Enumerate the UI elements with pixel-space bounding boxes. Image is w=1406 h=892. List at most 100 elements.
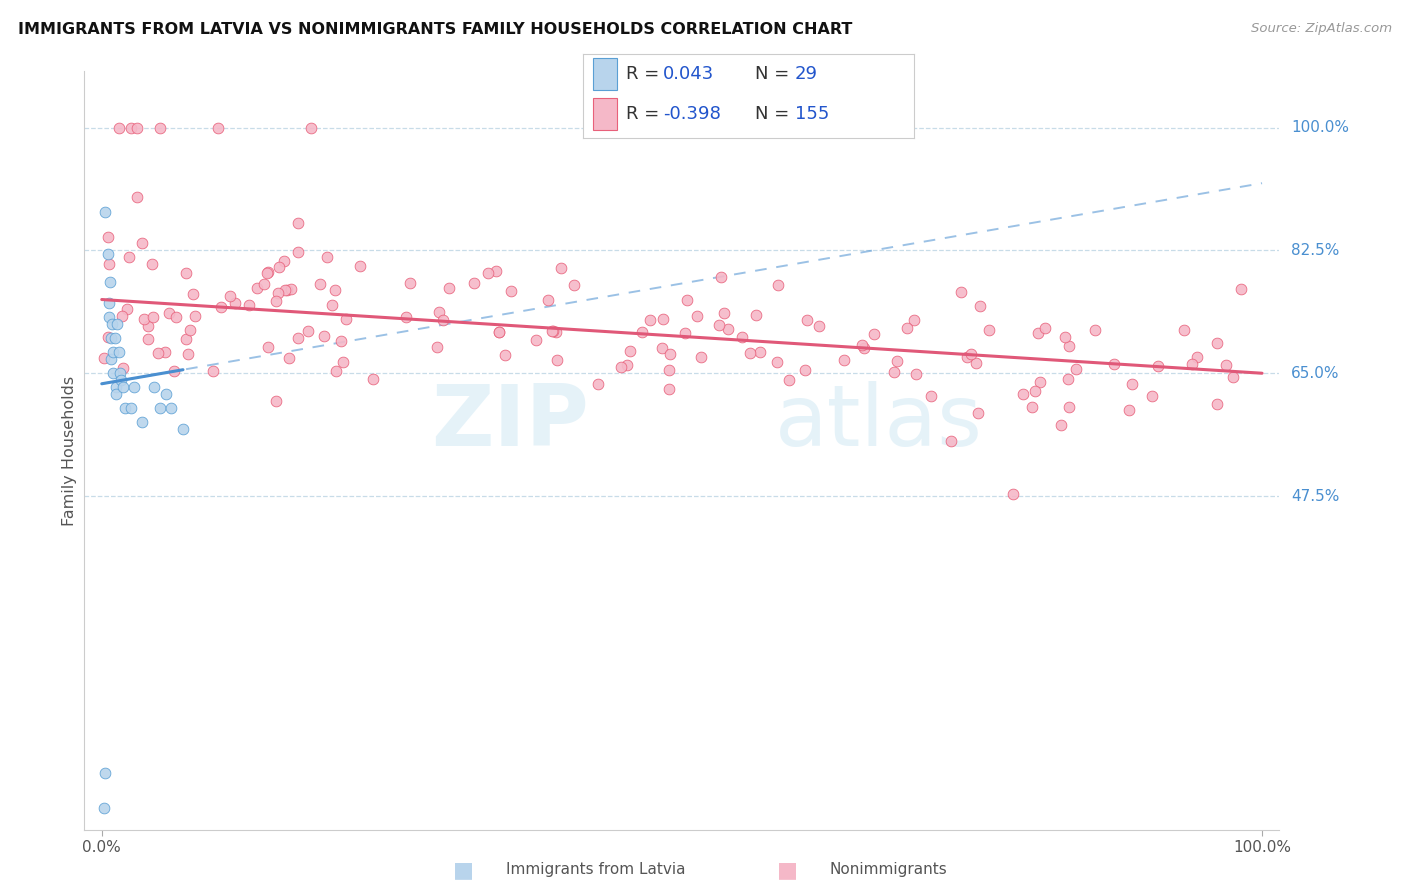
Point <box>115 301 138 316</box>
Text: R =: R = <box>627 65 659 83</box>
Point <box>94 204 117 219</box>
Point <box>264 394 287 409</box>
Point <box>969 300 991 314</box>
Point <box>1057 372 1080 386</box>
Point <box>537 293 560 307</box>
Point <box>1222 369 1244 384</box>
Point <box>163 364 186 378</box>
Point <box>485 264 508 278</box>
Point <box>1026 326 1049 340</box>
Point <box>280 282 302 296</box>
Point <box>104 380 127 394</box>
Point <box>685 309 707 323</box>
Point <box>689 350 711 364</box>
Point <box>277 351 299 365</box>
Text: 100.0%: 100.0% <box>1291 120 1350 135</box>
Point <box>219 288 242 302</box>
Point <box>105 317 128 331</box>
Point <box>97 247 120 261</box>
Point <box>108 345 131 359</box>
Point <box>1206 397 1229 411</box>
Point <box>153 345 176 359</box>
Point <box>266 293 288 308</box>
Point <box>766 355 789 369</box>
Point <box>136 332 159 346</box>
Point <box>658 382 681 396</box>
Text: ZIP: ZIP <box>432 381 589 464</box>
Point <box>1215 358 1237 372</box>
Point <box>179 322 201 336</box>
Point <box>276 283 298 297</box>
Point <box>238 298 260 312</box>
Point <box>201 364 224 378</box>
Point <box>267 285 290 300</box>
Point <box>122 380 145 394</box>
Point <box>131 416 153 430</box>
Text: 0.043: 0.043 <box>662 65 714 83</box>
Point <box>349 259 371 273</box>
Point <box>658 363 681 377</box>
Point <box>439 280 461 294</box>
Text: 155: 155 <box>794 104 830 123</box>
Point <box>717 322 740 336</box>
Point <box>325 364 347 378</box>
Point <box>713 306 735 320</box>
Text: atlas: atlas <box>775 381 983 464</box>
Point <box>253 277 276 291</box>
Point <box>273 254 295 268</box>
Point <box>142 310 165 325</box>
Point <box>731 329 754 343</box>
Point <box>395 310 418 325</box>
Text: 29: 29 <box>794 65 818 83</box>
Point <box>501 285 523 299</box>
Point <box>111 380 134 394</box>
Point <box>94 766 117 780</box>
Point <box>546 326 568 340</box>
Point <box>1230 282 1253 296</box>
Point <box>120 401 142 416</box>
Point <box>112 360 135 375</box>
Point <box>93 351 115 365</box>
Point <box>1102 357 1125 371</box>
Point <box>97 230 120 244</box>
Point <box>832 353 855 368</box>
Point <box>886 354 908 368</box>
Point <box>651 312 673 326</box>
Point <box>1011 387 1033 401</box>
Point <box>297 325 319 339</box>
Point <box>1057 400 1080 414</box>
Point <box>673 326 696 341</box>
Point <box>707 318 730 332</box>
Text: 82.5%: 82.5% <box>1291 243 1340 258</box>
Text: ■: ■ <box>454 860 474 880</box>
Point <box>659 346 682 360</box>
Point <box>1140 389 1163 403</box>
Text: Source: ZipAtlas.com: Source: ZipAtlas.com <box>1251 22 1392 36</box>
Text: N =: N = <box>755 104 790 123</box>
Point <box>110 373 132 387</box>
Point <box>477 266 499 280</box>
Point <box>676 293 699 307</box>
Point <box>905 367 928 381</box>
Point <box>1053 330 1076 344</box>
Point <box>98 275 121 289</box>
Point <box>308 277 330 291</box>
Point <box>100 352 122 367</box>
Point <box>299 120 322 135</box>
Point <box>1146 359 1168 373</box>
Point <box>103 366 125 380</box>
Point <box>141 257 163 271</box>
Point <box>949 285 972 299</box>
Point <box>524 333 547 347</box>
Point <box>426 340 449 354</box>
Point <box>136 319 159 334</box>
Point <box>131 235 153 250</box>
Point <box>778 373 800 387</box>
Point <box>160 401 183 416</box>
Point <box>256 340 278 354</box>
Text: R =: R = <box>627 104 659 123</box>
Point <box>1185 350 1208 364</box>
Point <box>256 266 278 280</box>
Point <box>488 325 510 339</box>
Point <box>245 281 267 295</box>
